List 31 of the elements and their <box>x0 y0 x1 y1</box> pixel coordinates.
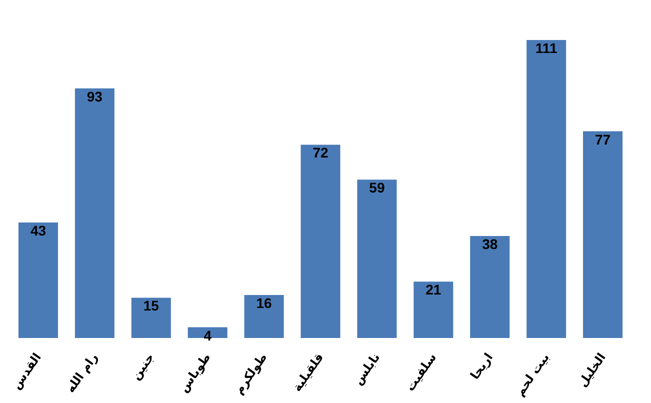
bar <box>18 222 58 338</box>
x-tick-label: طولكرم <box>232 350 270 397</box>
data-label: 38 <box>482 236 498 252</box>
bar <box>526 40 566 338</box>
x-tick-label: رام الله <box>63 350 100 396</box>
data-label: 72 <box>312 144 328 161</box>
x-tick-label: اريحا <box>468 350 496 382</box>
bar <box>300 144 340 338</box>
x-tick-label: سلفيت <box>403 350 440 394</box>
x-tick-label: نابلس <box>350 350 383 388</box>
data-label: 59 <box>369 180 385 196</box>
x-tick-label: القدس <box>9 350 44 392</box>
bar <box>131 298 171 338</box>
x-tick-label: الخليل <box>575 350 609 390</box>
data-label: 77 <box>594 131 611 148</box>
data-label: 21 <box>426 282 442 298</box>
bar <box>470 236 510 338</box>
data-label: 43 <box>30 222 46 239</box>
bar <box>583 131 623 338</box>
x-tick-label: بيت لحم <box>512 350 552 399</box>
bar <box>357 180 397 338</box>
data-label: 16 <box>256 295 272 312</box>
x-tick-label: جنين <box>128 350 157 382</box>
bar <box>244 295 284 338</box>
x-tick-label: طوباس <box>176 350 214 395</box>
data-label: 93 <box>86 88 103 104</box>
bar <box>74 88 114 338</box>
data-label: 15 <box>143 298 160 314</box>
x-tick-label: قلقيلية <box>290 350 326 394</box>
bar <box>414 282 454 338</box>
data-label: 111 <box>535 40 558 56</box>
